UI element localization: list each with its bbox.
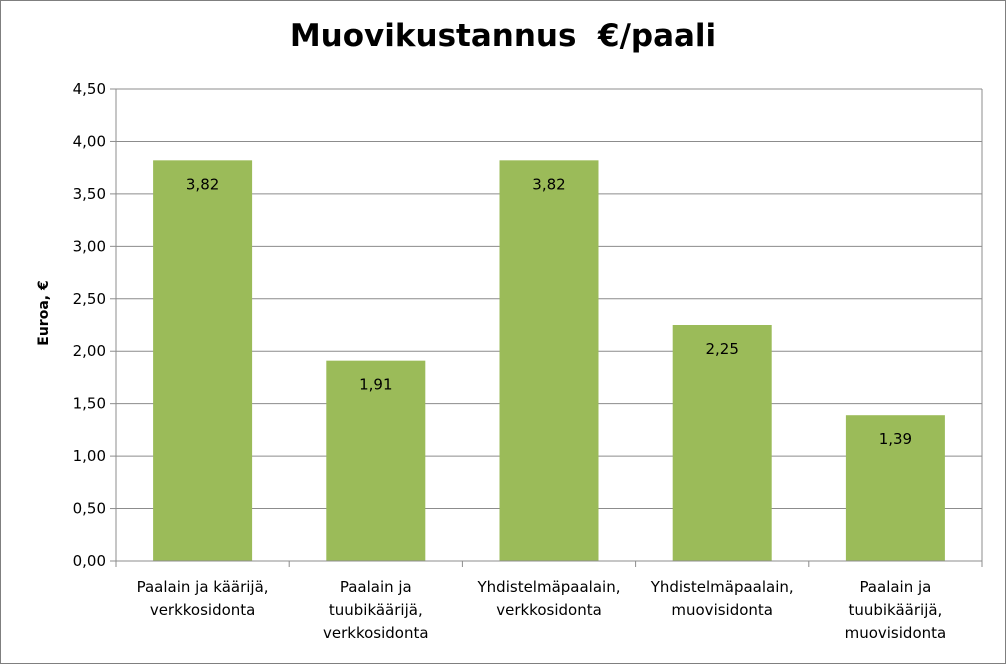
y-tick-label: 1,50 bbox=[73, 395, 106, 413]
y-tick-label: 1,00 bbox=[73, 447, 106, 465]
axes bbox=[110, 88, 983, 567]
bar bbox=[672, 325, 772, 561]
category-label: Yhdistelmäpaalain, muovisidonta bbox=[650, 578, 794, 619]
bars bbox=[153, 160, 945, 561]
bar bbox=[153, 160, 253, 561]
category-label: Paalain ja tuubikäärijä, verkkosidonta bbox=[323, 578, 429, 642]
category-labels: Paalain ja kääriјä, verkkosidonta Paalain … bbox=[137, 578, 947, 642]
y-tick-label: 3,50 bbox=[73, 185, 106, 203]
y-tick-label: 0,00 bbox=[73, 552, 106, 570]
data-label: 3,82 bbox=[532, 175, 565, 193]
category-label: Yhdistelmäpaalain, verkkosidonta bbox=[477, 578, 621, 619]
category-label: Paalain ja kääriјä, verkkosidonta bbox=[137, 578, 269, 619]
y-tick-label: 3,00 bbox=[73, 237, 106, 255]
y-tick-label: 0,50 bbox=[73, 500, 106, 518]
y-tick-labels: 0,00 0,50 1,00 1,50 2,00 2,50 3,00 3,50 4,00 4,50 bbox=[73, 80, 106, 570]
chart-title: Muovikustannus €/paali bbox=[289, 18, 717, 54]
bar bbox=[499, 160, 599, 561]
data-label: 3,82 bbox=[186, 175, 219, 193]
category-label: Paalain ja tuubikäärijä, muovisidonta bbox=[845, 578, 947, 642]
y-tick-label: 4,00 bbox=[73, 132, 106, 150]
y-tick-label: 2,00 bbox=[73, 342, 106, 360]
data-label: 1,91 bbox=[359, 376, 392, 394]
data-labels: 3,82 1,91 3,82 2,25 1,39 bbox=[186, 175, 912, 448]
bar bbox=[845, 415, 945, 561]
data-label: 1,39 bbox=[879, 430, 912, 448]
y-tick-label: 2,50 bbox=[73, 290, 106, 308]
y-tick-label: 4,50 bbox=[73, 80, 106, 98]
bar bbox=[326, 360, 426, 561]
data-label: 2,25 bbox=[705, 340, 738, 358]
